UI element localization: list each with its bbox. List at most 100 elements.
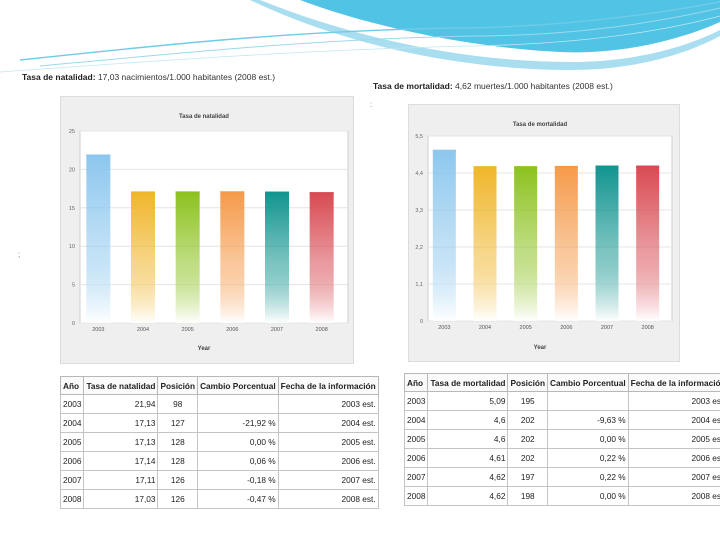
col-header-rate: Tasa de mortalidad [427, 373, 509, 392]
cell-rate: 4,6 [427, 410, 509, 430]
bar-cap-2004 [131, 191, 155, 194]
bar-2003 [432, 149, 456, 321]
cell-change: 0,00 % [547, 486, 629, 506]
x-tick-label: 2008 [642, 325, 654, 331]
cell-rate: 17,14 [83, 451, 159, 471]
chart-title: Tasa de natalidad [179, 114, 229, 120]
left-caption-value: 17,03 nacimientos/1.000 habitantes (2008… [97, 72, 276, 82]
stray-mark-right: : [370, 100, 373, 109]
cell-date: 2003 est. [627, 391, 720, 411]
cell-date: 2004 est. [627, 410, 720, 430]
cell-year: 2003 [59, 394, 85, 414]
cell-date: 2005 est. [277, 432, 379, 452]
cell-change: 0,22 % [547, 448, 629, 468]
stray-mark-left: ; [18, 250, 21, 259]
bar-2006 [554, 165, 578, 321]
cell-year: 2006 [403, 448, 429, 468]
cell-year: 2007 [59, 470, 85, 490]
table-row: 2006 4,61 202 0,22 % 2006 est. [403, 448, 720, 468]
x-axis-label: Year [534, 345, 547, 351]
table-row: 2006 17,14 128 0,06 % 2006 est. [59, 451, 379, 471]
y-tick-label: 4,4 [415, 171, 423, 177]
right-caption: Tasa de mortalidad: 4,62 muertes/1.000 h… [373, 81, 613, 91]
x-tick-label: 2003 [438, 325, 450, 331]
cell-rate: 4,62 [427, 467, 509, 487]
cell-date: 2005 est. [627, 429, 720, 449]
birth-rate-table: Año Tasa de natalidad Posición Cambio Po… [59, 376, 379, 509]
x-tick-label: 2007 [271, 327, 283, 333]
cell-date: 2003 est. [277, 394, 379, 414]
y-tick-label: 3,3 [415, 208, 423, 214]
bar-cap-2004 [473, 166, 497, 169]
bar-2008 [636, 165, 660, 321]
bar-2007 [595, 165, 619, 321]
cell-date: 2007 est. [627, 467, 720, 487]
bar-2007 [265, 191, 289, 323]
right-caption-value: 4,62 muertes/1.000 habitantes (2008 est.… [455, 81, 613, 91]
death-rate-chart-svg: Tasa de mortalidad 0 1,1 2,2 3,3 4,4 5,5 2003 20… [415, 122, 673, 351]
wave-band-light [250, 0, 720, 70]
bar-cap-2007 [595, 165, 619, 168]
table-row: 2004 4,6 202 -9,63 % 2004 est. [403, 410, 720, 430]
table-row: 2008 17,03 126 -0,47 % 2008 est. [59, 489, 379, 509]
col-header-change: Cambio Porcentual [547, 373, 629, 392]
cell-date: 2007 est. [277, 470, 379, 490]
table-header-row: Año Tasa de mortalidad Posición Cambio P… [403, 373, 720, 392]
bar-2003 [86, 154, 111, 323]
x-tick-label: 2004 [137, 327, 149, 333]
cell-rate: 21,94 [83, 394, 159, 414]
table-header-row: Año Tasa de natalidad Posición Cambio Po… [59, 376, 379, 395]
cell-change: -9,63 % [547, 410, 629, 430]
bar-cap-2005 [175, 191, 200, 194]
cell-position: 126 [157, 489, 199, 509]
y-tick-label: 0 [420, 319, 423, 325]
cell-year: 2004 [59, 413, 85, 433]
cell-position: 98 [157, 394, 199, 414]
bar-2008 [309, 192, 334, 323]
y-tick-label: 0 [72, 321, 75, 327]
bar-2004 [131, 191, 155, 323]
x-tick-label: 2004 [479, 325, 491, 331]
bar-cap-2007 [265, 191, 289, 194]
y-tick-label: 2,2 [415, 245, 423, 251]
y-tick-label: 5 [72, 283, 75, 289]
bar-cap-2008 [636, 165, 660, 168]
chart-title: Tasa de mortalidad [513, 122, 568, 128]
death-rate-chart: Tasa de mortalidad 0 1,1 2,2 3,3 4,4 5,5 2003 20… [408, 104, 680, 362]
cell-position: 198 [507, 486, 549, 506]
x-tick-label: 2006 [560, 325, 572, 331]
y-tick-label: 25 [69, 129, 75, 135]
col-header-change: Cambio Porcentual [197, 376, 279, 395]
table-row: 2003 21,94 98 2003 est. [59, 394, 379, 414]
cell-year: 2005 [403, 429, 429, 449]
cell-rate: 4,6 [427, 429, 509, 449]
table-row: 2004 17,13 127 -21,92 % 2004 est. [59, 413, 379, 433]
cell-rate: 17,13 [83, 432, 159, 452]
cell-date: 2008 est. [627, 486, 720, 506]
bar-cap-2003 [432, 149, 456, 152]
col-header-date: Fecha de la información [277, 376, 379, 395]
y-tick-label: 15 [69, 206, 75, 212]
x-tick-label: 2003 [92, 327, 104, 333]
cell-position: 128 [157, 432, 199, 452]
x-tick-label: 2007 [601, 325, 613, 331]
table-row: 2003 5,09 195 2003 est. [403, 391, 720, 411]
cell-date: 2004 est. [277, 413, 379, 433]
cell-change: 0,22 % [547, 467, 629, 487]
table-row: 2005 17,13 128 0,00 % 2005 est. [59, 432, 379, 452]
cell-change: 0,00 % [547, 429, 629, 449]
cell-year: 2008 [403, 486, 429, 506]
bar-2006 [220, 191, 245, 323]
bar-2004 [473, 166, 497, 321]
cell-position: 195 [507, 391, 549, 411]
col-header-rate: Tasa de natalidad [83, 376, 159, 395]
birth-rate-chart: Tasa de natalidad 0 5 10 15 20 25 2003 2004 2005 2… [60, 96, 354, 364]
cell-rate: 17,11 [83, 470, 159, 490]
wave-line-3 [0, 15, 720, 73]
death-rate-table: Año Tasa de mortalidad Posición Cambio P… [403, 373, 720, 506]
bar-cap-2006 [554, 165, 578, 168]
cell-year: 2007 [403, 467, 429, 487]
cell-change: 0,06 % [197, 451, 279, 471]
wave-line-1 [19, 1, 720, 61]
x-tick-label: 2008 [316, 327, 328, 333]
